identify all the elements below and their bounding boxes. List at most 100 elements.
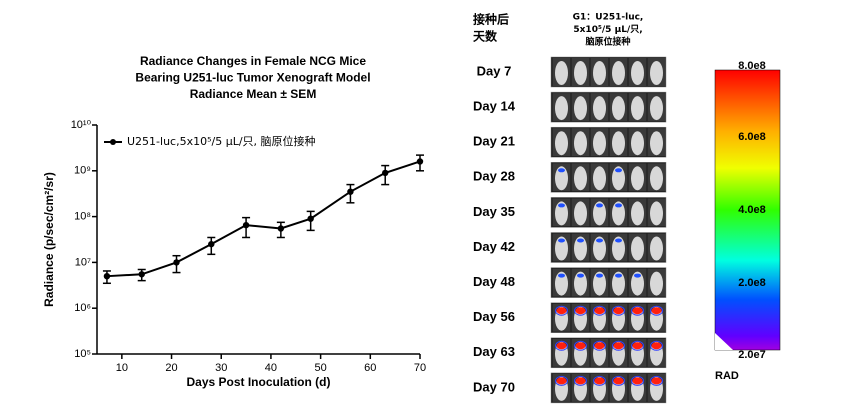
y-tick-label: 10⁶	[74, 302, 91, 314]
mouse	[593, 201, 606, 226]
colorbar-label: 6.0e8	[738, 131, 766, 143]
x-tick-label: 50	[314, 362, 326, 374]
signal	[596, 238, 603, 243]
signal-halo	[650, 340, 663, 351]
colorbar-label: 2.0e7	[738, 349, 766, 361]
mouse	[612, 96, 625, 121]
legend-marker	[110, 139, 116, 145]
mouse	[555, 201, 568, 226]
mouse	[593, 166, 606, 191]
colorbar-label: 2.0e8	[738, 277, 766, 289]
day-label: Day 14	[473, 99, 516, 114]
data-point	[382, 169, 389, 177]
mouse	[593, 61, 606, 85]
signal	[651, 342, 662, 350]
signal-halo	[555, 305, 568, 316]
mouse	[650, 96, 663, 121]
mouse	[612, 61, 625, 85]
y-tick-label: 10¹⁰	[71, 119, 92, 131]
signal	[615, 238, 622, 243]
chart-title: Radiance Mean ± SEM	[190, 87, 317, 101]
day-label: Day 7	[477, 63, 512, 78]
colorbar-label: 8.0e8	[738, 60, 766, 72]
signal	[556, 307, 567, 315]
chart-title: Bearing U251-luc Tumor Xenograft Model	[135, 71, 370, 85]
colorbar-label: 4.0e8	[738, 204, 766, 216]
mouse	[574, 166, 587, 191]
signal-halo	[593, 375, 606, 386]
signal	[613, 307, 624, 315]
signal-halo	[555, 340, 568, 351]
mouse	[574, 271, 587, 296]
x-tick-label: 70	[414, 362, 426, 374]
signal	[577, 238, 584, 243]
signal-halo	[555, 375, 568, 386]
mouse	[612, 271, 625, 296]
day-label: Day 48	[473, 274, 515, 289]
signal	[575, 342, 586, 350]
signal	[615, 203, 622, 208]
mouse	[631, 61, 644, 85]
signal	[558, 203, 565, 208]
x-tick-label: 10	[116, 362, 128, 374]
signal-halo	[574, 375, 587, 386]
mouse	[612, 166, 625, 191]
signal	[558, 273, 565, 278]
mouse	[631, 131, 644, 156]
y-axis-label: Radiance (p/sec/cm²/sr)	[42, 172, 56, 307]
signal	[594, 307, 605, 315]
signal-halo	[612, 375, 625, 386]
data-point	[103, 272, 111, 280]
mouse	[574, 201, 587, 226]
data-point	[173, 259, 180, 266]
row-header: 天数	[473, 29, 498, 44]
signal	[596, 203, 603, 208]
data-point	[347, 188, 354, 195]
signal	[575, 377, 586, 385]
mouse	[612, 131, 625, 156]
x-tick-label: 60	[364, 362, 376, 374]
day-label: Day 63	[473, 344, 515, 359]
mouse	[574, 236, 587, 261]
signal-halo	[574, 340, 587, 351]
signal	[613, 342, 624, 350]
group-header: 5x10⁵/5 μL/只,	[573, 24, 642, 35]
signal	[596, 273, 603, 278]
signal-halo	[574, 305, 587, 316]
signal-halo	[650, 305, 663, 316]
data-point	[277, 225, 285, 232]
signal-halo	[593, 340, 606, 351]
data-point	[307, 215, 314, 222]
mouse	[555, 166, 568, 191]
day-label: Day 28	[473, 169, 515, 184]
mouse	[593, 271, 606, 296]
mouse	[574, 131, 587, 156]
row-header: 接种后	[473, 12, 509, 27]
y-tick-label: 10⁷	[75, 256, 91, 268]
mouse	[612, 201, 625, 226]
legend-label: U251-luc,5x10⁵/5 μL/只, 脑原位接种	[127, 134, 316, 148]
signal	[615, 273, 622, 278]
signal-halo	[650, 375, 663, 386]
signal	[575, 307, 586, 315]
day-label: Day 56	[473, 309, 515, 324]
x-tick-label: 40	[265, 362, 277, 374]
signal	[556, 342, 567, 350]
mouse	[631, 166, 644, 191]
mouse	[650, 236, 663, 261]
mouse	[650, 131, 663, 156]
mouse	[593, 236, 606, 261]
mouse	[650, 166, 663, 191]
x-tick-label: 30	[215, 362, 227, 374]
day-label: Day 42	[473, 239, 515, 254]
colorbar-floor	[715, 333, 733, 350]
mouse	[555, 96, 568, 121]
mouse	[650, 61, 663, 85]
signal	[615, 168, 622, 173]
signal	[651, 377, 662, 385]
day-label: Day 70	[473, 379, 515, 394]
chart-title: Radiance Changes in Female NCG Mice	[140, 54, 366, 68]
signal	[577, 273, 584, 278]
y-tick-label: 10⁸	[74, 211, 91, 223]
